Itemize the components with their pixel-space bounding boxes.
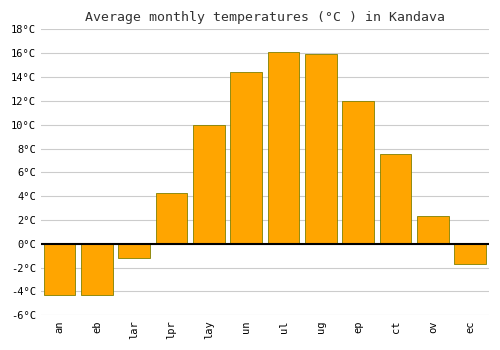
Title: Average monthly temperatures (°C ) in Kandava: Average monthly temperatures (°C ) in Ka… (85, 11, 445, 24)
Bar (417, 216, 449, 244)
Bar (230, 72, 262, 244)
Bar (156, 193, 188, 244)
Bar (118, 244, 150, 258)
Bar (342, 101, 374, 244)
Bar (81, 244, 113, 295)
Bar (305, 55, 337, 244)
Bar (454, 244, 486, 264)
Bar (193, 125, 225, 244)
Bar (380, 154, 412, 244)
Bar (268, 52, 300, 244)
Bar (44, 244, 76, 295)
